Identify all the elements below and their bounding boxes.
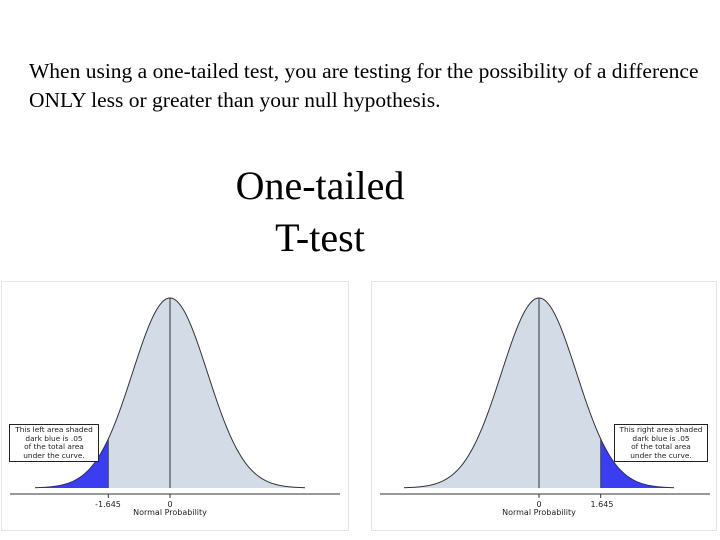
slide-title: One-tailed T-test [200, 160, 440, 264]
right-tail-annotation: This right area shaded dark blue is .05 … [614, 424, 708, 463]
right-axis-title: Normal Probability [502, 508, 576, 517]
right-tail-chart: This right area shaded dark blue is .05 … [371, 281, 717, 531]
left-tail-area [35, 438, 109, 488]
right-tick-critical: 1.645 [590, 500, 614, 509]
left-tail-annotation: This left area shaded dark blue is .05 o… [9, 424, 99, 463]
right-tail-svg [380, 297, 710, 498]
intro-text: When using a one-tailed test, you are te… [29, 59, 699, 112]
right-tick-zero: 0 [536, 500, 542, 509]
left-tick-critical: -1.645 [95, 500, 121, 509]
left-axis-title: Normal Probability [133, 508, 207, 517]
left-tail-chart: This left area shaded dark blue is .05 o… [1, 281, 349, 531]
title-line-2: T-test [275, 215, 365, 260]
title-line-1: One-tailed [235, 163, 405, 208]
left-tail-svg [10, 297, 340, 498]
right-tail-area [600, 438, 674, 488]
left-tick-zero: 0 [167, 500, 173, 509]
